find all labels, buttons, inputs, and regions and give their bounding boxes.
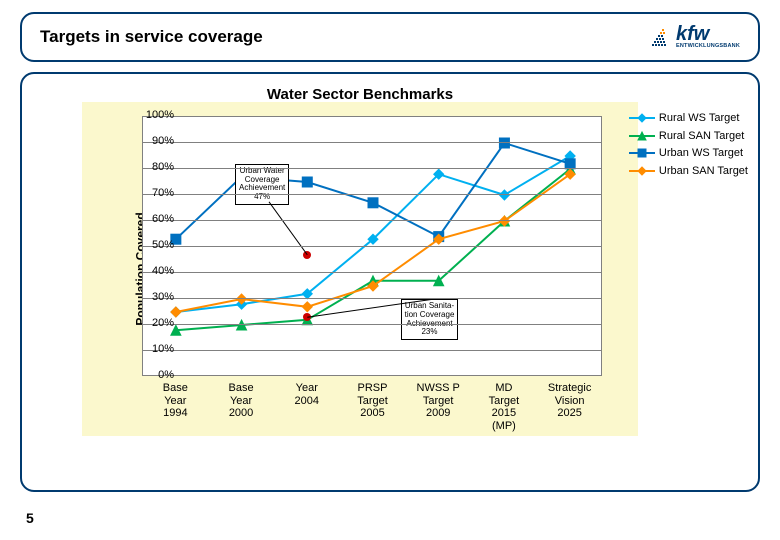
logo-text: kfw [676, 25, 740, 43]
xtick-label: BaseYear2000 [209, 382, 274, 420]
gridline [142, 142, 602, 143]
xtick-label: StrategicVision2025 [537, 382, 602, 420]
ytick-label: 0% [134, 369, 174, 381]
xtick-label: PRSPTarget2005 [340, 382, 405, 420]
ytick-label: 10% [134, 343, 174, 355]
ytick-label: 30% [134, 291, 174, 303]
legend-label: Rural WS Target [659, 110, 740, 127]
legend-item: Urban WS Target [629, 145, 748, 162]
legend-item: Urban SAN Target [629, 163, 748, 180]
ytick-label: 50% [134, 239, 174, 251]
ytick-label: 20% [134, 317, 174, 329]
gridline [142, 168, 602, 169]
header-box: Targets in service coverage kfw ENTWICKL… [20, 12, 760, 62]
gridline [142, 220, 602, 221]
ytick-label: 80% [134, 161, 174, 173]
ytick-label: 90% [134, 135, 174, 147]
gridline [142, 298, 602, 299]
gridline [142, 194, 602, 195]
chart-title: Water Sector Benchmarks [82, 86, 638, 103]
xtick-label: NWSS PTarget2009 [406, 382, 471, 420]
gridline [142, 246, 602, 247]
legend: Rural WS TargetRural SAN TargetUrban WS … [629, 110, 748, 180]
gridline [142, 350, 602, 351]
legend-item: Rural SAN Target [629, 128, 748, 145]
ytick-label: 40% [134, 265, 174, 277]
gridline [142, 272, 602, 273]
ytick-label: 100% [134, 109, 174, 121]
xtick-label: Year2004 [274, 382, 339, 407]
page-title: Targets in service coverage [40, 27, 263, 47]
ytick-label: 70% [134, 187, 174, 199]
chart-container: Water Sector Benchmarks Population Cover… [20, 72, 760, 492]
xtick-label: BaseYear1994 [143, 382, 208, 420]
legend-label: Urban SAN Target [659, 163, 748, 180]
legend-label: Rural SAN Target [659, 128, 744, 145]
legend-label: Urban WS Target [659, 145, 743, 162]
legend-item: Rural WS Target [629, 110, 748, 127]
logo-dots-icon [650, 24, 672, 50]
page-number: 5 [26, 510, 34, 526]
chart-background: Population Covered Urban WaterCoverageAc… [82, 102, 638, 436]
kfw-logo: kfw ENTWICKLUNGSBANK [650, 24, 740, 50]
gridline [142, 324, 602, 325]
callout-leader [143, 117, 603, 377]
logo-subtext: ENTWICKLUNGSBANK [676, 43, 740, 49]
ytick-label: 60% [134, 213, 174, 225]
xtick-label: MDTarget2015(MP) [471, 382, 536, 433]
